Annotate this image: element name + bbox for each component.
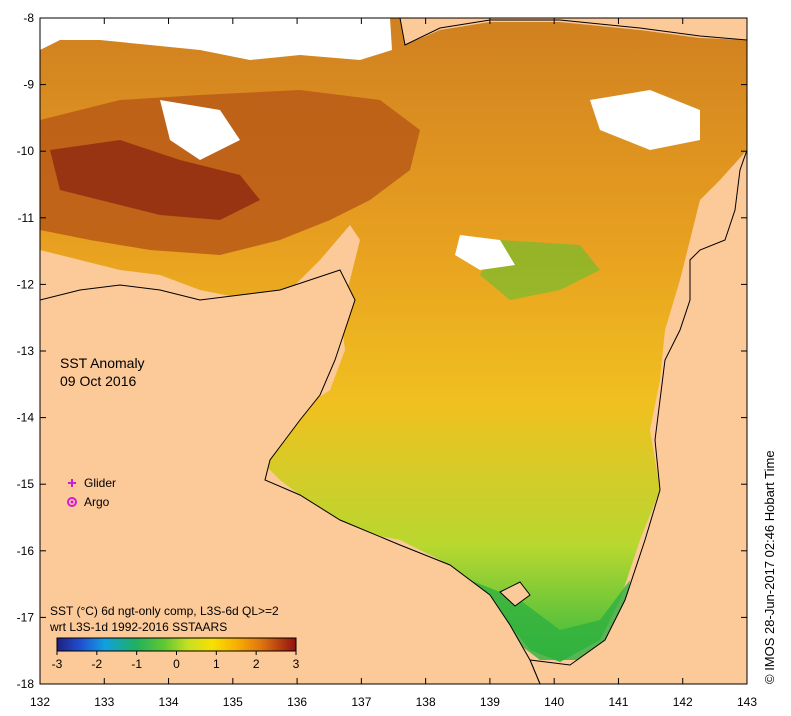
colorbar-tick-label: -2 bbox=[91, 657, 102, 671]
lon-tick-label: 140 bbox=[544, 695, 564, 709]
colorbar-ticks: -3 -2 -1 0 1 2 3 bbox=[52, 651, 300, 671]
lon-tick-label: 136 bbox=[287, 695, 307, 709]
lat-tick-label: -17 bbox=[17, 610, 35, 624]
lat-tick-label: -18 bbox=[17, 677, 35, 691]
lon-tick-label: 138 bbox=[416, 695, 436, 709]
lat-tick-label: -11 bbox=[18, 211, 35, 225]
colorbar-tick-label: -3 bbox=[52, 657, 63, 671]
argo-label: Argo bbox=[84, 495, 110, 509]
colorbar-tick-label: -1 bbox=[131, 657, 142, 671]
lat-tick-label: -10 bbox=[17, 144, 35, 158]
lat-tick-label: -14 bbox=[17, 411, 35, 425]
lon-tick-label: 137 bbox=[351, 695, 371, 709]
imos-credit: © IMOS 28-Jun-2017 02:46 Hobart Time bbox=[762, 450, 777, 684]
longitude-axis: 132 133 134 135 136 137 138 139 140 141 142 143 bbox=[30, 18, 757, 709]
colorbar-tick-label: 0 bbox=[173, 657, 180, 671]
missing-data-gulf bbox=[455, 235, 515, 270]
plus-dot-icon bbox=[68, 479, 76, 487]
island bbox=[499, 581, 531, 607]
lat-tick-label: -12 bbox=[17, 277, 35, 291]
map-title: SST Anomaly bbox=[60, 355, 145, 371]
lon-tick-label: 142 bbox=[673, 695, 693, 709]
lat-tick-label: -9 bbox=[23, 78, 34, 92]
lon-tick-label: 139 bbox=[480, 695, 500, 709]
colorbar-caption-2: wrt L3S-1d 1992-2016 SSTAARS bbox=[49, 620, 227, 634]
colorbar-tick-label: 3 bbox=[293, 657, 300, 671]
lat-tick-label: -15 bbox=[17, 477, 35, 491]
new-guinea-land bbox=[399, 18, 747, 46]
lon-tick-label: 143 bbox=[737, 695, 757, 709]
latitude-axis: -8-9-10-11-12-13-14-15-16-17-18 bbox=[17, 11, 747, 691]
cool-anomaly-east bbox=[480, 240, 600, 300]
lat-tick-label: -8 bbox=[23, 11, 34, 25]
colorbar-tick-label: 1 bbox=[213, 657, 220, 671]
missing-data-patch bbox=[160, 100, 240, 160]
glider-label: Glider bbox=[84, 476, 116, 490]
colorbar-scale bbox=[56, 637, 297, 652]
hot-anomaly-patch bbox=[50, 140, 260, 220]
arnhem-land bbox=[40, 269, 541, 684]
cape-york-land bbox=[529, 149, 747, 684]
lon-tick-label: 133 bbox=[94, 695, 114, 709]
marker-legend: Glider Argo bbox=[67, 476, 116, 509]
colorbar-tick-label: 2 bbox=[253, 657, 260, 671]
lon-tick-label: 135 bbox=[223, 695, 243, 709]
lon-tick-label: 132 bbox=[30, 695, 50, 709]
circle-star-icon bbox=[67, 497, 77, 507]
lon-tick-label: 141 bbox=[608, 695, 628, 709]
missing-data-north bbox=[40, 18, 392, 60]
lat-tick-label: -16 bbox=[17, 544, 35, 558]
missing-data-east bbox=[590, 90, 700, 150]
colorbar-caption-1: SST (°C) 6d ngt-only comp, L3S-6d QL>=2 bbox=[50, 604, 279, 618]
lon-tick-label: 134 bbox=[159, 695, 179, 709]
lat-tick-label: -13 bbox=[17, 344, 35, 358]
colorbar: SST (°C) 6d ngt-only comp, L3S-6d QL>=2 … bbox=[49, 604, 300, 671]
map-date: 09 Oct 2016 bbox=[60, 373, 136, 389]
